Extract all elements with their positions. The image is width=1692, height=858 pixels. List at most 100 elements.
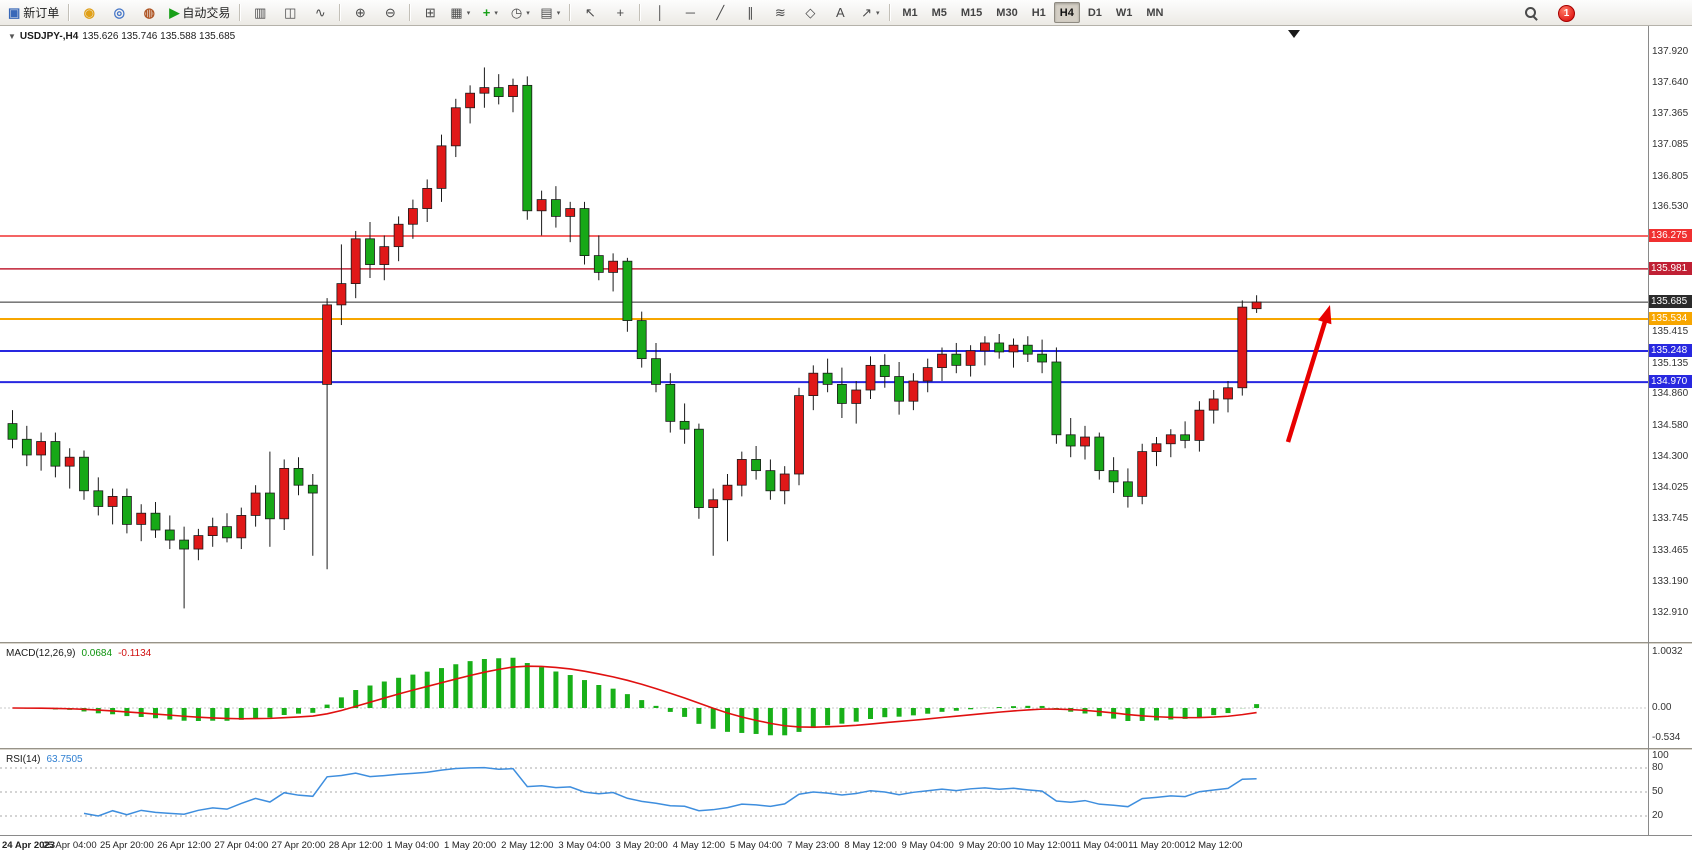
crosshair-button[interactable]: + [606, 2, 634, 24]
timeframe-button-M30[interactable]: M30 [996, 6, 1018, 19]
candle [136, 512, 147, 525]
timeframe-button-MN[interactable]: MN [1146, 6, 1164, 19]
rsi-splitter[interactable] [0, 748, 1692, 751]
text-button[interactable]: A [826, 2, 854, 24]
zoom-out-button[interactable]: ⊖ [376, 2, 404, 24]
timeframe-button-W1[interactable]: W1 [1115, 6, 1133, 19]
symbol-label: USDJPY-,H4 [19, 31, 79, 42]
market-button[interactable]: ◍ [135, 2, 163, 24]
candle [122, 495, 132, 525]
timeframe-button-H4[interactable]: H4 [1053, 2, 1080, 23]
candlestick-chart-button[interactable]: ◫ [276, 2, 304, 24]
timeframe-button-M5[interactable]: M5 [931, 6, 947, 19]
line-chart-button[interactable]: ∿ [306, 2, 334, 24]
candle [937, 353, 947, 369]
time-axis-label: 12 May 12:00 [1184, 840, 1243, 851]
candle [636, 320, 647, 360]
community-button[interactable]: ◎ [105, 2, 133, 24]
vertical-line-icon: │ [656, 5, 665, 20]
candle [450, 107, 461, 147]
dropdown-caret-icon: ▾ [526, 9, 530, 17]
rsi-value: 63.7505 [46, 754, 83, 765]
toolbar-separator [339, 4, 342, 21]
bar-chart-button[interactable]: ▥ [246, 2, 274, 24]
timeframe-button-D1[interactable]: D1 [1087, 6, 1102, 19]
candle [1123, 481, 1133, 497]
time-axis-label: 25 Apr 20:00 [99, 840, 154, 851]
arrow-tool-button[interactable]: ↗ ▾ [856, 2, 884, 24]
candle [593, 255, 604, 273]
price-chart-canvas[interactable] [0, 26, 1648, 642]
indicators-button[interactable]: + ▾ [476, 2, 504, 24]
rsi-chart-canvas[interactable] [0, 751, 1648, 833]
timeframe-button-M15[interactable]: M15 [960, 6, 983, 19]
candle [679, 420, 690, 430]
toolbar-separator [409, 4, 412, 21]
candle [808, 372, 819, 397]
fibonacci-button[interactable]: ≋ [766, 2, 794, 24]
macd-main-value: 0.0684 [81, 648, 113, 659]
trendline-button[interactable]: ╱ [706, 2, 734, 24]
line-chart-icon: ∿ [314, 5, 326, 20]
rsi-axis-label: 20 [1652, 810, 1664, 821]
macd-chart-canvas[interactable] [0, 645, 1648, 748]
candle [1037, 353, 1047, 363]
new-order-button[interactable]: ▣ 新订单 [4, 2, 63, 24]
search-button[interactable] [1517, 2, 1545, 24]
timeframe-button-H1[interactable]: H1 [1031, 6, 1046, 19]
mql5-button[interactable]: ◉ [75, 2, 103, 24]
rsi-axis-label: 50 [1652, 786, 1664, 797]
price-axis-label: 134.580 [1652, 419, 1689, 431]
horizontal-line-button[interactable]: ─ [676, 2, 704, 24]
macd-signal-line [12, 665, 1257, 728]
time-axis-label: 11 May 20:00 [1128, 840, 1185, 851]
arrow-tool-icon: ↗ [861, 5, 873, 20]
candle [765, 470, 776, 492]
candle [36, 441, 46, 456]
time-axis-label: 8 May 12:00 [844, 840, 897, 851]
candle [1194, 409, 1205, 441]
candle [493, 87, 504, 97]
periods-button[interactable]: ◷ ▾ [506, 2, 534, 24]
autotrade-button[interactable]: ▶ 自动交易 [165, 2, 234, 24]
cursor-button[interactable]: ↖ [576, 2, 604, 24]
vertical-line-button[interactable]: │ [646, 2, 674, 24]
community-icon: ◎ [113, 5, 125, 20]
candle [1208, 398, 1219, 411]
price-axis-label: 134.300 [1652, 451, 1689, 463]
arrange-windows-button[interactable]: ▦ ▾ [446, 2, 474, 24]
equidistant-channel-button[interactable]: ∥ [736, 2, 764, 24]
time-axis-label: 1 May 20:00 [443, 840, 497, 851]
candle [722, 484, 733, 501]
macd-axis-label: -0.534 [1652, 731, 1681, 743]
time-axis[interactable]: 24 Apr 2023 25 Apr 04:00 25 Apr 20:00 26 Ap… [0, 835, 1692, 858]
candle [736, 459, 747, 486]
zoom-in-button[interactable]: ⊕ [346, 2, 374, 24]
tile-windows-button[interactable]: ⊞ [416, 2, 444, 24]
candle [708, 499, 719, 509]
dropdown-caret-icon: ▾ [494, 9, 498, 17]
macd-splitter[interactable] [0, 642, 1692, 645]
candle [422, 187, 433, 209]
zoom-in-icon: ⊕ [354, 5, 366, 20]
price-axis-label: 137.640 [1652, 77, 1689, 89]
market-icon: ◍ [143, 5, 155, 20]
candle [207, 526, 218, 537]
candle [1022, 344, 1033, 355]
candle [50, 441, 61, 467]
candle [1051, 361, 1062, 436]
price-axis-label: 133.465 [1652, 544, 1689, 556]
one-click-trading-arrow[interactable]: ▼ [8, 32, 16, 41]
arrow-annotation[interactable] [1285, 314, 1330, 443]
time-axis-label: 3 May 04:00 [558, 840, 611, 851]
rsi-axis-label: 100 [1652, 750, 1669, 761]
time-axis-label: 25 Apr 04:00 [42, 840, 97, 851]
timeframe-button-M1[interactable]: M1 [902, 6, 918, 19]
notification-badge[interactable]: 1 [1558, 4, 1575, 22]
chart-shift-marker-icon[interactable] [1288, 30, 1300, 38]
templates-button[interactable]: ▤ ▾ [536, 2, 564, 24]
shapes-button[interactable]: ◇ [796, 2, 824, 24]
templates-icon: ▤ [540, 5, 553, 20]
toolbar-separator [889, 4, 892, 21]
time-axis-label: 9 May 20:00 [958, 840, 1012, 851]
